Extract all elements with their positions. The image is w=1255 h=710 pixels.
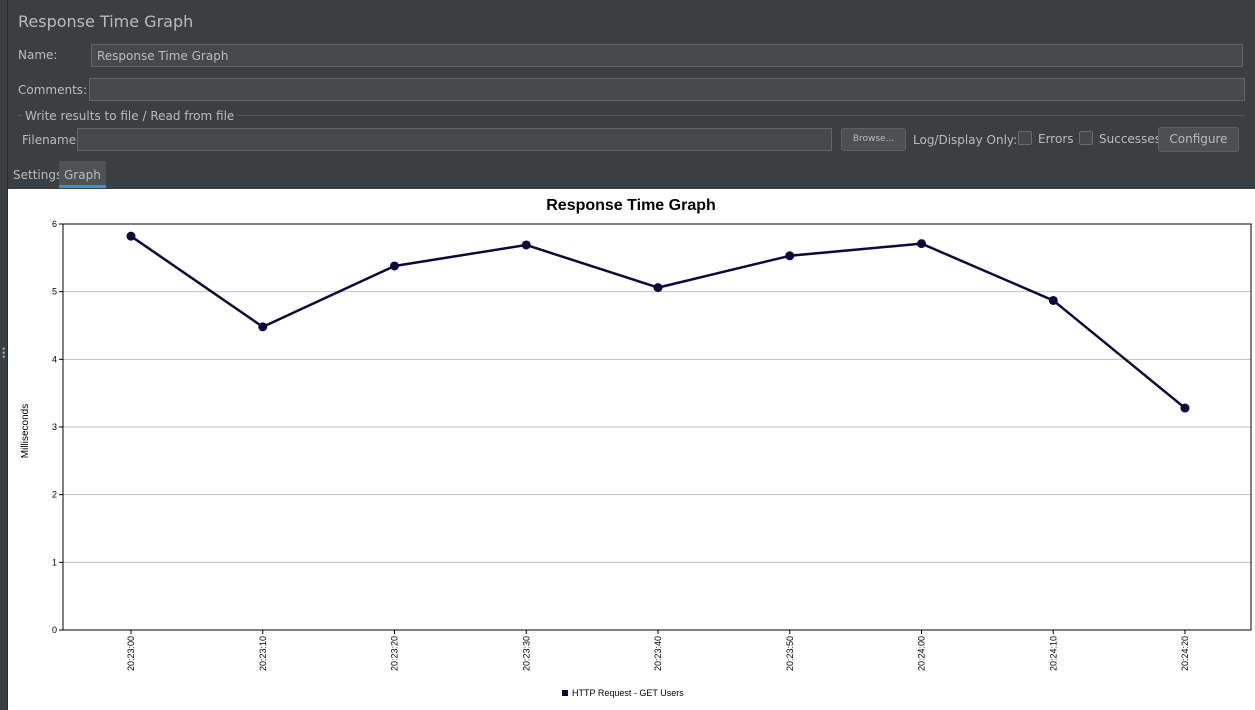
chart-legend: HTTP Request - GET Users [562, 688, 684, 698]
x-tick-label: 20:23:30 [521, 636, 531, 671]
name-label: Name: [18, 48, 58, 62]
errors-checkbox[interactable] [1018, 131, 1032, 145]
data-point [390, 261, 399, 271]
x-tick-label: 20:23:50 [785, 636, 795, 671]
data-point [917, 239, 926, 249]
file-group-border [18, 115, 1245, 116]
y-axis-ticks: 0 1 2 3 4 5 6 [52, 219, 63, 635]
data-point [1180, 403, 1190, 413]
plot-frame [62, 223, 1252, 631]
tab-graph[interactable]: Graph [59, 161, 106, 188]
successes-label: Successes [1099, 132, 1161, 146]
x-axis-ticks: 20:23:00 20:23:10 20:23:20 20:23:30 20:23:40… [126, 630, 1190, 671]
data-point [258, 322, 268, 332]
x-tick-label: 20:24:10 [1048, 636, 1058, 671]
chart-title: Response Time Graph [546, 197, 716, 214]
file-group-title: Write results to file / Read from file [22, 109, 238, 123]
legend-swatch [562, 690, 568, 696]
legend-label: HTTP Request - GET Users [572, 688, 684, 698]
log-display-label: Log/Display Only: [913, 133, 1018, 147]
data-point [1048, 295, 1058, 305]
y-tick-label: 4 [52, 354, 57, 364]
y-tick-label: 5 [52, 287, 57, 297]
y-tick-label: 3 [52, 422, 57, 432]
successes-checkbox[interactable] [1079, 131, 1093, 145]
y-tick-label: 2 [52, 490, 57, 500]
errors-label: Errors [1038, 132, 1074, 146]
x-tick-label: 20:23:00 [126, 636, 136, 671]
series-group [126, 231, 1190, 413]
data-point [653, 283, 663, 293]
browse-button[interactable]: Browse... [841, 128, 906, 151]
data-point [521, 240, 531, 250]
x-tick-label: 20:23:40 [653, 636, 663, 671]
page-title: Response Time Graph [18, 12, 194, 31]
y-tick-label: 1 [52, 557, 57, 567]
drag-dots-icon: • • • [1, 345, 7, 363]
y-tick-label: 0 [52, 625, 57, 635]
x-tick-label: 20:23:20 [390, 636, 400, 671]
data-point [126, 231, 136, 241]
data-point [785, 251, 795, 261]
x-tick-label: 20:24:20 [1180, 636, 1190, 671]
x-tick-label: 20:24:00 [917, 636, 927, 671]
splitter-handle[interactable]: • • • [0, 0, 8, 710]
filename-field[interactable] [77, 128, 832, 151]
y-axis-label: Milliseconds [20, 404, 31, 458]
configure-button[interactable]: Configure [1158, 127, 1239, 152]
response-time-chart: Response Time Graph Milliseconds 0 1 2 3 4 5 6… [8, 189, 1255, 710]
comments-label: Comments: [18, 83, 88, 97]
y-tick-label: 6 [52, 219, 57, 229]
name-field[interactable]: Response Time Graph [91, 44, 1243, 67]
comments-field[interactable] [89, 78, 1245, 101]
x-tick-label: 20:23:10 [258, 636, 268, 671]
filename-label: Filename [22, 133, 77, 147]
chart-svg: Response Time Graph Milliseconds 0 1 2 3 4 5 6… [20, 197, 1252, 698]
series-line [130, 235, 1186, 410]
settings-panel: Response Time Graph Name: Response Time … [8, 0, 1255, 189]
tab-settings[interactable]: Settings [13, 168, 63, 182]
